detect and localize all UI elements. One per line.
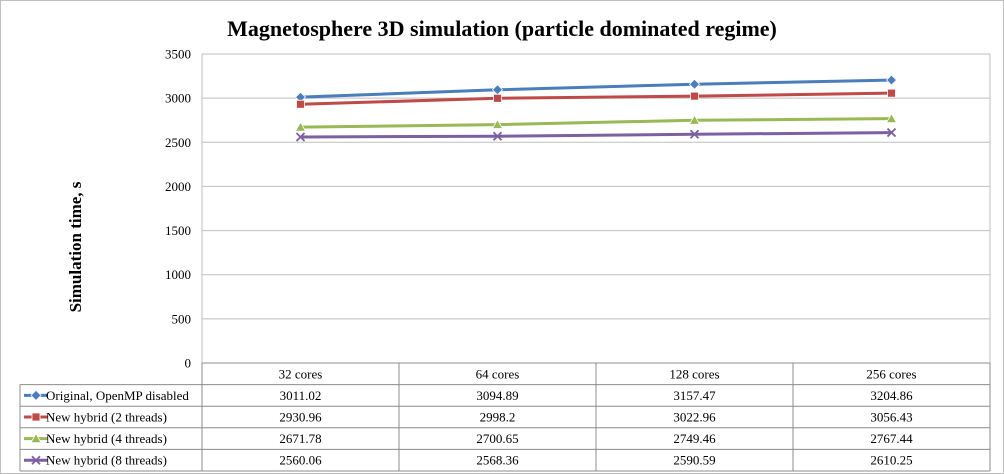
y-tick-label: 3500 (165, 47, 191, 62)
series-line (300, 117, 892, 129)
series-1 (294, 74, 898, 103)
chart-title: Magnetosphere 3D simulation (particle do… (227, 16, 777, 41)
data-point (491, 118, 504, 129)
data-point (886, 127, 897, 138)
legend-label: New hybrid (4 threads) (46, 431, 167, 446)
x-tick-label: 256 cores (866, 366, 916, 381)
legend-key (24, 389, 48, 401)
series-4 (295, 127, 897, 142)
series-2 (296, 88, 896, 109)
data-point (885, 74, 898, 86)
x-tick-label: 32 cores (279, 366, 323, 381)
legend-key (24, 412, 48, 422)
y-tick-label: 1500 (165, 223, 191, 238)
legend-key-marker (31, 455, 41, 465)
data-table: 32 cores 64 cores 128 cores 256 cores Origin… (19, 362, 991, 472)
y-tick-label: 3000 (165, 91, 191, 106)
table-cell-value: 2590.59 (673, 453, 715, 468)
x-tick-label: 64 cores (476, 366, 520, 381)
legend-key (24, 455, 48, 465)
table-cell-value: 2671.78 (279, 431, 321, 446)
series-3 (294, 112, 898, 132)
table-cell-value: 2610.25 (870, 453, 912, 468)
data-point (296, 99, 305, 109)
table-cell-value: 3011.02 (280, 388, 322, 403)
series-line (300, 131, 892, 139)
table-cell-value: 2749.46 (673, 431, 716, 446)
table-cell-value: 2568.36 (476, 453, 519, 468)
legend-label: New hybrid (2 threads) (46, 410, 167, 425)
legend-key-marker (31, 412, 41, 422)
legend-key (24, 432, 48, 444)
legend-label: Original, OpenMP disabled (46, 388, 189, 403)
table-cell-value: 3204.86 (870, 388, 913, 403)
y-axis-label: Simulation time, s (66, 181, 85, 312)
table-cell-value: 2700.65 (476, 431, 518, 446)
table-cell-value: 2930.96 (279, 410, 322, 425)
table-cell-value: 3157.47 (673, 388, 716, 403)
y-tick-label: 500 (172, 311, 192, 326)
legend-key-marker (30, 389, 42, 401)
table-cell-value: 2560.06 (279, 453, 322, 468)
data-point (688, 114, 701, 125)
y-tick-label: 0 (185, 356, 192, 371)
series-line (300, 78, 892, 99)
data-point (688, 78, 701, 90)
data-point (887, 88, 896, 98)
data-point (885, 112, 898, 124)
data-point (294, 121, 307, 132)
gridlines (201, 53, 991, 364)
series-line (300, 91, 892, 106)
data-point (491, 84, 504, 96)
x-tick-label: 128 cores (669, 366, 719, 381)
data-point (689, 129, 700, 139)
data-point (690, 91, 699, 101)
data-point (492, 131, 503, 141)
y-tick-label: 2000 (165, 179, 191, 194)
y-axis-ticks: 0 500 1000 1500 2000 2500 3000 3500 (165, 47, 191, 371)
y-tick-label: 2500 (165, 135, 191, 150)
legend-label: New hybrid (8 threads) (46, 453, 167, 468)
legend-key-marker (30, 432, 42, 444)
table-cell-value: 2998.2 (480, 410, 516, 425)
table-cell-value: 3094.89 (476, 388, 518, 403)
data-point (295, 132, 306, 142)
table-cell-value: 3056.43 (870, 410, 912, 425)
table-cell-value: 2767.44 (870, 431, 913, 446)
table-cell-value: 3022.96 (673, 410, 716, 425)
series-lines (294, 74, 898, 142)
y-tick-label: 1000 (165, 267, 191, 282)
data-point (493, 93, 502, 103)
